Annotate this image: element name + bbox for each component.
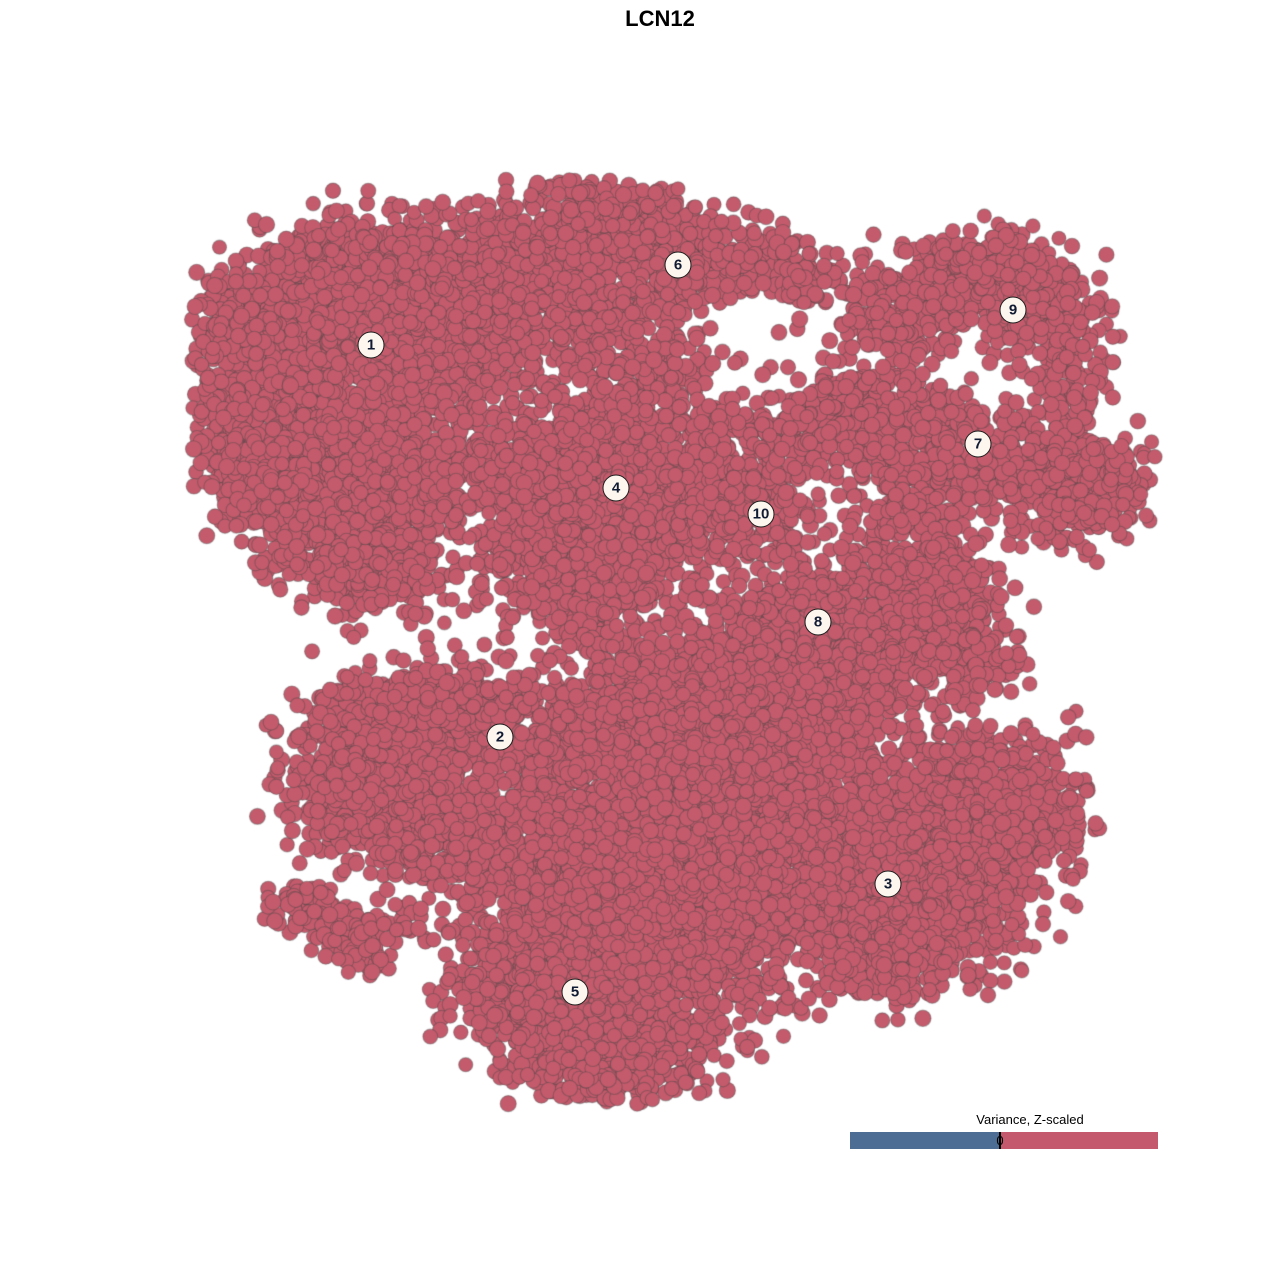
legend-positive-segment: [999, 1132, 1158, 1149]
legend-zero-label: 0: [996, 1133, 1004, 1148]
cluster-label-1: 1: [357, 331, 385, 359]
cluster-label-2: 2: [486, 723, 514, 751]
cluster-label-8: 8: [804, 608, 832, 636]
legend-title: Variance, Z-scaled: [976, 1112, 1084, 1127]
legend-negative-segment: [850, 1132, 1000, 1149]
page-title: LCN12: [625, 6, 695, 31]
legend-zero-tick: [998, 1132, 1001, 1149]
legend-colorbar: [850, 1132, 1158, 1149]
cluster-label-10: 10: [747, 500, 775, 528]
cluster-label-3: 3: [874, 870, 902, 898]
cluster-label-7: 7: [964, 430, 992, 458]
cluster-label-9: 9: [999, 296, 1027, 324]
cluster-label-4: 4: [602, 474, 630, 502]
cluster-label-5: 5: [561, 978, 589, 1006]
cluster-label-6: 6: [664, 251, 692, 279]
colorbar-legend: Variance, Z-scaled 0: [850, 1112, 1158, 1149]
